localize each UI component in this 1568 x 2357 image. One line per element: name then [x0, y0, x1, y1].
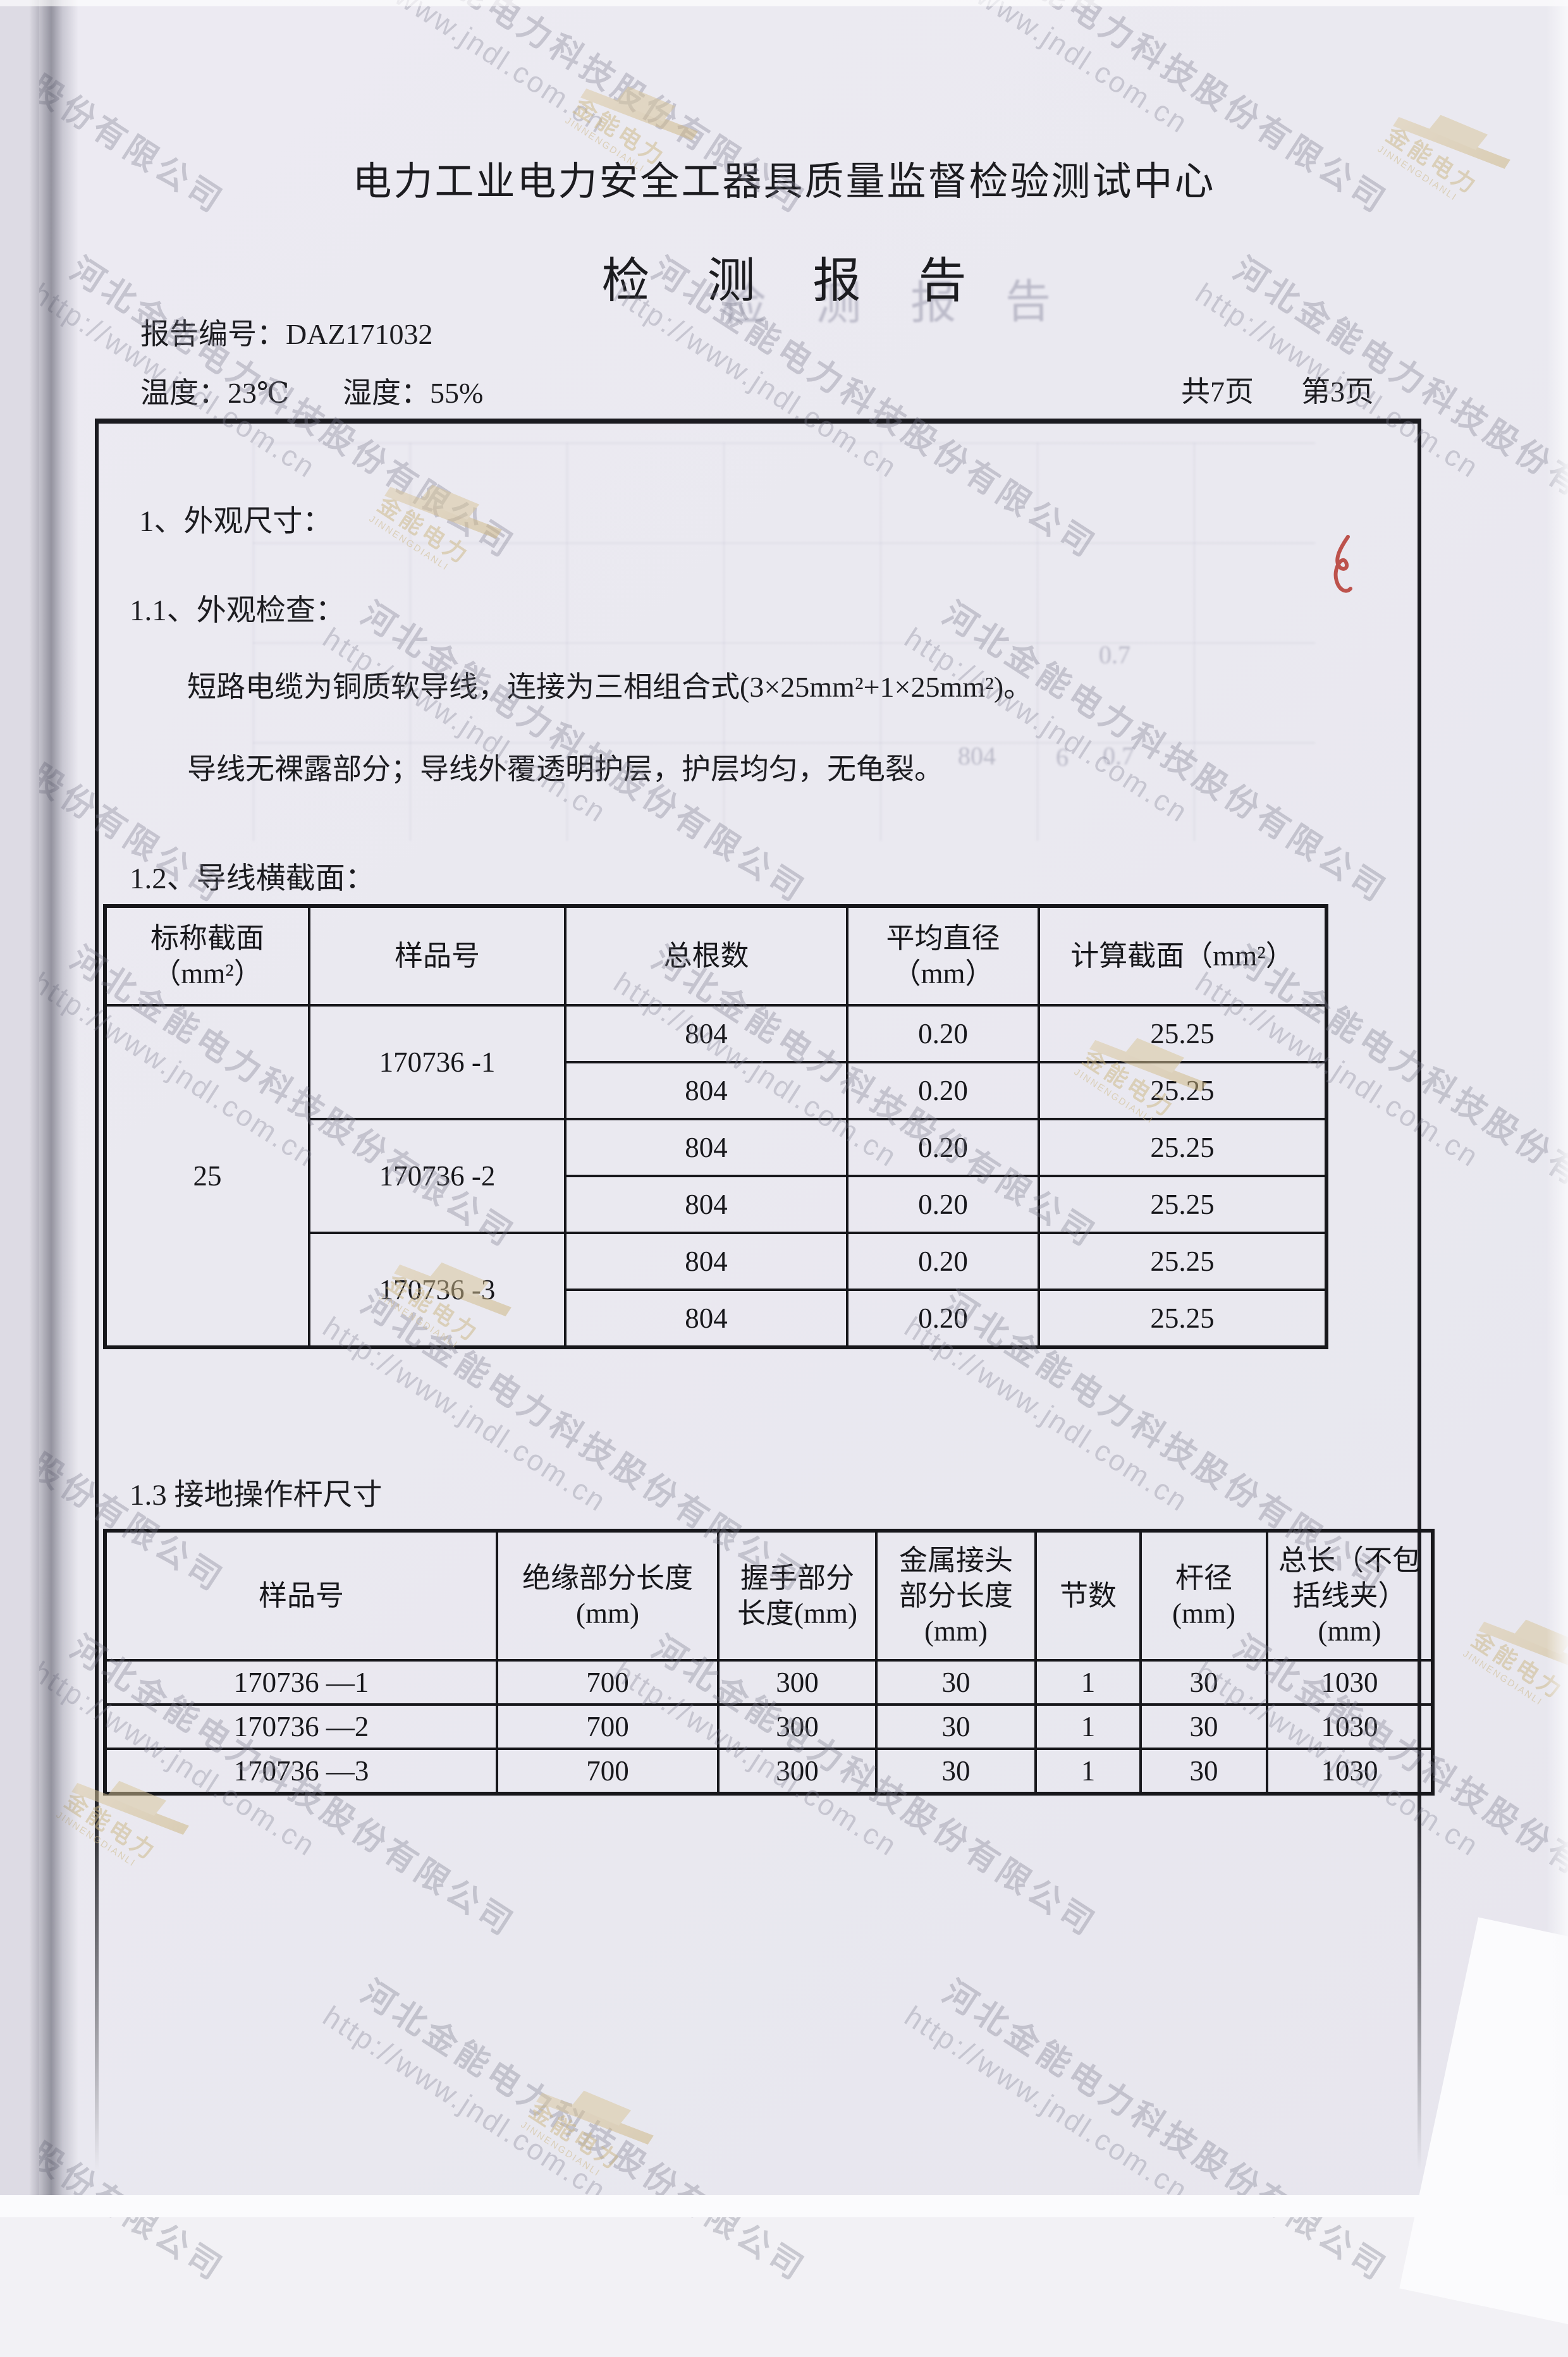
paragraph-cable-description: 短路电缆为铜质软导线，连接为三相组合式(3×25mm²+1×25mm²)。 [187, 671, 1033, 703]
ghost-value: 804 [958, 742, 996, 770]
red-pen-mark [1333, 535, 1352, 593]
table-row: 170736 —3 700 300 30 1 30 1030 [104, 1748, 1434, 1795]
page-right-edge [1547, 0, 1568, 2217]
total-length-cell: 1030 [1266, 1659, 1434, 1706]
pages-total: 共7页 [1181, 376, 1254, 408]
page-current: 第3页 [1301, 376, 1374, 408]
diameter-cell: 0.20 [846, 1232, 1040, 1291]
grip-length-cell: 300 [717, 1748, 878, 1795]
diameter-cell: 0.20 [846, 1061, 1040, 1120]
section-1-heading: 1、外观尺寸： [139, 505, 333, 538]
section-1-1-heading: 1.1、外观检查： [130, 594, 345, 627]
header-sample-no: 样品号 [104, 1529, 498, 1662]
section-cell: 25.25 [1038, 1289, 1328, 1349]
content-box-right-border [1418, 419, 1421, 2170]
metal-joint-length-cell: 30 [875, 1703, 1037, 1750]
table-header-row: 样品号 绝缘部分长度 (mm) 握手部分 长度(mm) 金属接头 部分长度 (m… [104, 1529, 1434, 1662]
total-length-cell: 1030 [1266, 1748, 1434, 1795]
sample-cell: 170736 —2 [104, 1703, 498, 1750]
header-sample-no: 样品号 [308, 905, 567, 1007]
sample-cell: 170736 -3 [308, 1232, 567, 1349]
grip-length-cell: 300 [717, 1659, 878, 1706]
section-cell: 25.25 [1038, 1232, 1328, 1291]
header-total-length: 总长（不包 括线夹） (mm) [1266, 1529, 1434, 1662]
section-cell: 25.25 [1038, 1061, 1328, 1120]
rod-diameter-cell: 30 [1139, 1748, 1268, 1795]
sample-cell: 170736 -1 [308, 1004, 567, 1120]
report-title: 检 测 报 告 [601, 255, 989, 308]
table-row: 170736 —2 700 300 30 1 30 1030 [104, 1703, 1434, 1750]
ghost-value: 0.7 [1103, 742, 1134, 770]
page-bottom-edge [0, 2195, 1568, 2217]
table-row: 170736 -2 804 0.20 25.25 [105, 1118, 1328, 1234]
org-title: 电力工业电力安全工器具质量监督检验测试中心 [352, 161, 1216, 204]
ghost-value: 6 [1056, 743, 1069, 771]
insulation-length-cell: 700 [496, 1703, 720, 1750]
grounding-rod-table: 样品号 绝缘部分长度 (mm) 握手部分 长度(mm) 金属接头 部分长度 (m… [103, 1529, 1435, 1796]
header-insulation-length: 绝缘部分长度 (mm) [496, 1529, 720, 1662]
spine-shadow [29, 0, 78, 2217]
header-strand-count: 总根数 [564, 905, 848, 1007]
strand-count-cell: 804 [564, 1061, 848, 1120]
table-row: 804 0.20 25.25 [105, 1175, 1328, 1234]
nominal-section-cell: 25 [104, 1004, 310, 1349]
section-1-2-heading: 1.2、导线横截面： [130, 862, 375, 895]
humidity: 湿度：55% [343, 377, 484, 409]
insulation-length-cell: 700 [496, 1748, 720, 1795]
joint-count-cell: 1 [1034, 1748, 1142, 1795]
sample-cell: 170736 —3 [104, 1748, 498, 1795]
table-row: 170736 —1 700 300 30 1 30 1030 [104, 1659, 1434, 1706]
diameter-cell: 0.20 [846, 1289, 1040, 1349]
insulation-length-cell: 700 [496, 1659, 720, 1706]
rod-diameter-cell: 30 [1139, 1659, 1268, 1706]
metal-joint-length-cell: 30 [875, 1748, 1037, 1795]
grip-length-cell: 300 [717, 1703, 878, 1750]
strand-count-cell: 804 [564, 1004, 848, 1063]
total-length-cell: 1030 [1266, 1703, 1434, 1750]
section-cell: 25.25 [1038, 1004, 1328, 1063]
page-top-edge [0, 0, 1568, 6]
paragraph-sheath-description: 导线无裸露部分；导线外覆透明护层，护层均匀，无龟裂。 [187, 753, 943, 785]
table-row: 170736 -3 804 0.20 25.25 [105, 1232, 1328, 1349]
report-number: 报告编号：DAZ171032 [140, 318, 433, 350]
strand-count-cell: 804 [564, 1175, 848, 1234]
strand-count-cell: 804 [564, 1118, 848, 1177]
table-header-row: 标称截面 （mm²） 样品号 总根数 平均直径（mm） 计算截面（mm²） [104, 905, 1328, 1007]
joint-count-cell: 1 [1034, 1703, 1142, 1750]
diameter-cell: 0.20 [846, 1118, 1040, 1177]
section-1-3-heading: 1.3 接地操作杆尺寸 [130, 1479, 383, 1512]
temperature: 温度：23℃ [140, 377, 290, 409]
metal-joint-length-cell: 30 [875, 1659, 1037, 1706]
table-row: 25 170736 -1 804 0.20 25.25 [104, 1004, 1328, 1349]
conductor-cross-section-table: 标称截面 （mm²） 样品号 总根数 平均直径（mm） 计算截面（mm²） 25… [103, 904, 1328, 1349]
header-grip-length: 握手部分 长度(mm) [717, 1529, 878, 1662]
content-box-top-border [95, 419, 1421, 424]
diameter-cell: 0.20 [846, 1175, 1040, 1234]
section-cell: 25.25 [1038, 1118, 1328, 1177]
diameter-cell: 0.20 [846, 1004, 1040, 1063]
header-avg-diameter: 平均直径（mm） [846, 905, 1040, 1007]
table-row: 804 0.20 25.25 [105, 1289, 1328, 1349]
header-joint-count: 节数 [1034, 1529, 1142, 1662]
section-cell: 25.25 [1038, 1175, 1328, 1234]
content-box-left-border [95, 419, 99, 2170]
joint-count-cell: 1 [1034, 1659, 1142, 1706]
header-nominal-section: 标称截面 （mm²） [104, 905, 310, 1007]
ghost-value: 0.7 [1099, 640, 1130, 669]
header-metal-joint-length: 金属接头 部分长度 (mm) [875, 1529, 1037, 1662]
sample-cell: 170736 -2 [308, 1118, 567, 1234]
strand-count-cell: 804 [564, 1289, 848, 1349]
header-rod-diameter: 杆径 (mm) [1139, 1529, 1268, 1662]
sample-cell: 170736 —1 [104, 1659, 498, 1706]
header-calc-section: 计算截面（mm²） [1038, 905, 1328, 1007]
rod-diameter-cell: 30 [1139, 1703, 1268, 1750]
strand-count-cell: 804 [564, 1232, 848, 1291]
